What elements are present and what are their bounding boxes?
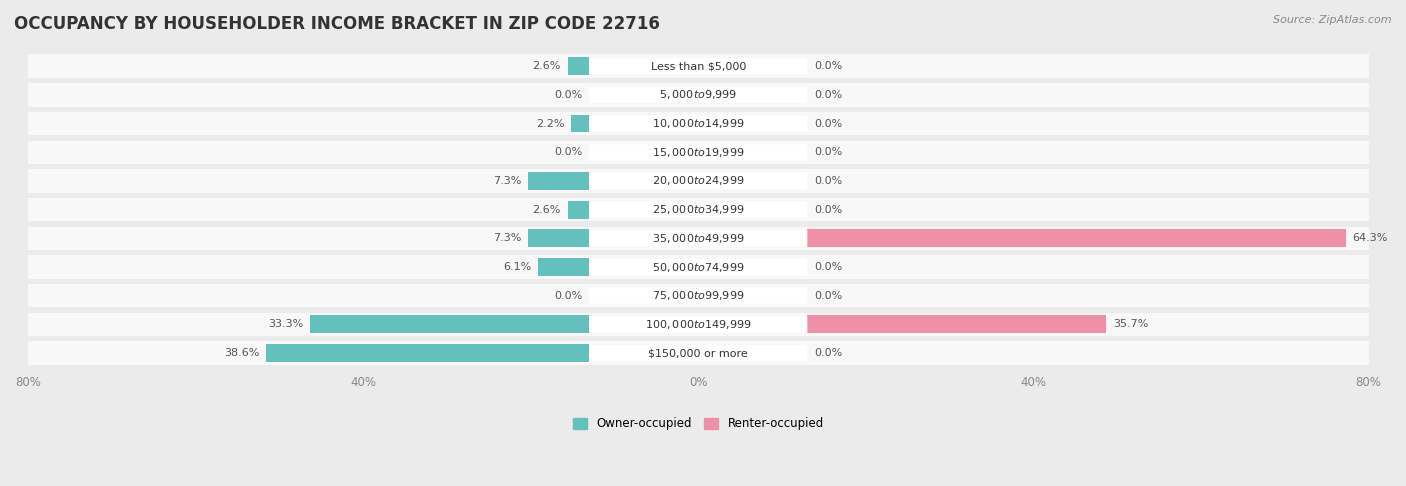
Bar <box>28 312 1368 336</box>
FancyBboxPatch shape <box>589 173 807 189</box>
Text: 0.0%: 0.0% <box>814 205 842 215</box>
Text: 33.3%: 33.3% <box>269 319 304 330</box>
Text: 0.0%: 0.0% <box>814 147 842 157</box>
Text: 38.6%: 38.6% <box>224 348 259 358</box>
Text: 0.0%: 0.0% <box>814 262 842 272</box>
Bar <box>807 229 1346 247</box>
Text: 2.6%: 2.6% <box>533 205 561 215</box>
Text: 64.3%: 64.3% <box>1353 233 1388 243</box>
Text: 7.3%: 7.3% <box>494 176 522 186</box>
Text: 2.2%: 2.2% <box>536 119 564 129</box>
Text: Source: ZipAtlas.com: Source: ZipAtlas.com <box>1274 15 1392 25</box>
Bar <box>28 112 1368 136</box>
Bar <box>28 140 1368 164</box>
Text: 35.7%: 35.7% <box>1114 319 1149 330</box>
Text: 7.3%: 7.3% <box>494 233 522 243</box>
Text: $150,000 or more: $150,000 or more <box>648 348 748 358</box>
Text: 0.0%: 0.0% <box>814 119 842 129</box>
Bar <box>266 344 589 362</box>
Text: Less than $5,000: Less than $5,000 <box>651 61 747 71</box>
FancyBboxPatch shape <box>589 58 807 74</box>
FancyBboxPatch shape <box>589 116 807 132</box>
Bar <box>28 226 1368 250</box>
FancyBboxPatch shape <box>589 230 807 246</box>
Text: 0.0%: 0.0% <box>814 291 842 301</box>
FancyBboxPatch shape <box>589 144 807 160</box>
Bar <box>311 315 589 333</box>
Text: $20,000 to $24,999: $20,000 to $24,999 <box>652 174 745 188</box>
Bar <box>529 172 589 190</box>
Bar <box>28 255 1368 279</box>
Bar <box>807 315 1107 333</box>
FancyBboxPatch shape <box>589 316 807 332</box>
Text: OCCUPANCY BY HOUSEHOLDER INCOME BRACKET IN ZIP CODE 22716: OCCUPANCY BY HOUSEHOLDER INCOME BRACKET … <box>14 15 659 33</box>
Bar <box>568 57 589 75</box>
Text: 0.0%: 0.0% <box>814 348 842 358</box>
Text: 0.0%: 0.0% <box>814 61 842 71</box>
Text: $75,000 to $99,999: $75,000 to $99,999 <box>652 289 745 302</box>
Bar <box>28 284 1368 308</box>
Bar <box>529 229 589 247</box>
Text: 0.0%: 0.0% <box>554 90 582 100</box>
Text: $15,000 to $19,999: $15,000 to $19,999 <box>652 146 745 159</box>
Bar <box>538 258 589 276</box>
Text: $5,000 to $9,999: $5,000 to $9,999 <box>659 88 737 102</box>
Text: $10,000 to $14,999: $10,000 to $14,999 <box>652 117 745 130</box>
Text: $100,000 to $149,999: $100,000 to $149,999 <box>645 318 752 331</box>
Text: 0.0%: 0.0% <box>554 291 582 301</box>
FancyBboxPatch shape <box>589 345 807 361</box>
Bar <box>568 201 589 219</box>
Bar <box>28 198 1368 222</box>
Legend: Owner-occupied, Renter-occupied: Owner-occupied, Renter-occupied <box>568 413 828 435</box>
Bar <box>571 115 589 133</box>
Text: 2.6%: 2.6% <box>533 61 561 71</box>
Bar <box>28 83 1368 106</box>
Bar <box>28 54 1368 78</box>
Text: 0.0%: 0.0% <box>814 176 842 186</box>
FancyBboxPatch shape <box>589 288 807 304</box>
Text: 0.0%: 0.0% <box>814 90 842 100</box>
FancyBboxPatch shape <box>589 259 807 275</box>
Text: $25,000 to $34,999: $25,000 to $34,999 <box>652 203 745 216</box>
Bar <box>28 169 1368 193</box>
FancyBboxPatch shape <box>589 202 807 218</box>
Text: 6.1%: 6.1% <box>503 262 531 272</box>
Text: 0.0%: 0.0% <box>554 147 582 157</box>
Bar <box>28 341 1368 365</box>
Text: $50,000 to $74,999: $50,000 to $74,999 <box>652 260 745 274</box>
Text: $35,000 to $49,999: $35,000 to $49,999 <box>652 232 745 245</box>
FancyBboxPatch shape <box>589 87 807 103</box>
